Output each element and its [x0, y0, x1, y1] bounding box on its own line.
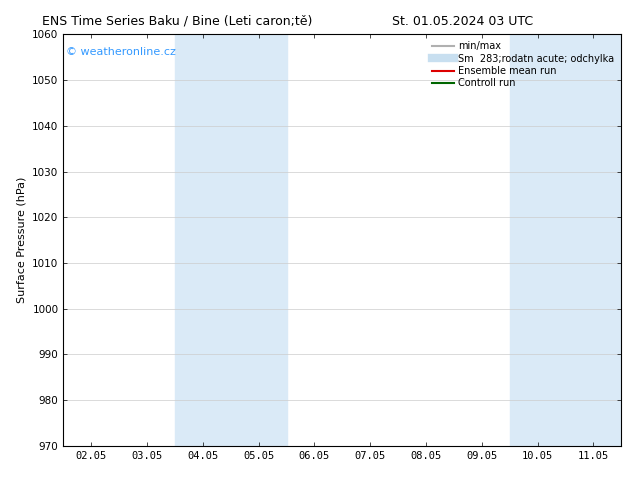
Y-axis label: Surface Pressure (hPa): Surface Pressure (hPa)	[16, 177, 27, 303]
Text: St. 01.05.2024 03 UTC: St. 01.05.2024 03 UTC	[392, 15, 533, 28]
Bar	[510, 34, 621, 446]
Text: © weatheronline.cz: © weatheronline.cz	[66, 47, 176, 57]
Bar	[175, 34, 287, 446]
Legend: min/max, Sm  283;rodatn acute; odchylka, Ensemble mean run, Controll run: min/max, Sm 283;rodatn acute; odchylka, …	[428, 37, 618, 92]
Text: ENS Time Series Baku / Bine (Leti caron;tě): ENS Time Series Baku / Bine (Leti caron;…	[42, 15, 313, 28]
